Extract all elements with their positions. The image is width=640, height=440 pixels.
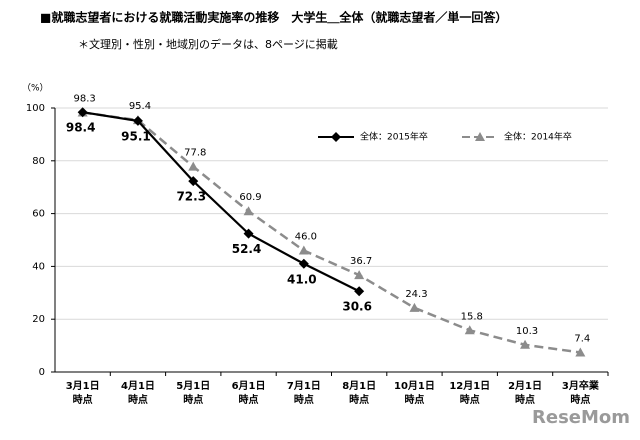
data-point [520,339,531,349]
legend-marker [331,132,341,142]
data-point [354,270,365,280]
data-label: 24.3 [405,289,427,300]
x-tick-label: 7月1日時点 [287,380,321,406]
x-tick-label: 6月1日時点 [232,380,266,406]
data-point [464,325,475,335]
data-point [409,302,420,312]
data-label: 30.6 [342,300,372,314]
data-label: 52.4 [232,242,262,256]
series-line [82,111,360,293]
data-point [243,228,254,239]
data-point [188,161,199,171]
x-tick-label: 3月1日時点 [66,380,100,406]
data-point [298,258,309,269]
y-tick-label: 100 [26,103,45,114]
data-label: 98.3 [74,93,96,104]
data-label: 60.9 [239,192,261,203]
chart-title: ■就職志望者における就職活動実施率の推移 大学生＿全体（就職志望者／単一回答） [40,10,507,25]
x-tick-label: 2月1日時点 [508,380,542,406]
data-point [188,176,199,187]
series-line [82,111,581,354]
y-tick-label: 80 [32,156,45,167]
watermark: ReseMom [532,407,630,428]
y-tick-label: 40 [32,261,45,272]
data-point [77,107,88,118]
data-point [132,115,143,126]
legend-label: 全体：2014年卒 [504,131,572,143]
data-point [298,245,309,255]
x-tick-label: 4月1日時点 [121,380,155,406]
data-point [575,347,586,357]
x-tick-label: 3月卒業時点 [562,379,600,406]
data-label: 72.3 [176,190,206,204]
x-tick-label: 10月1日時点 [394,380,435,406]
y-unit: （%） [22,83,49,94]
data-label: 95.4 [129,101,151,112]
legend-label: 全体：2015年卒 [360,131,428,143]
data-label: 10.3 [516,326,538,337]
data-label: 36.7 [350,256,372,267]
data-label: 98.4 [66,121,96,135]
data-label: 46.0 [295,232,317,243]
data-point [354,286,365,297]
data-label: 77.8 [184,148,206,159]
y-tick-label: 60 [32,209,45,220]
y-tick-label: 20 [32,314,45,325]
legend-marker [475,132,485,141]
data-point [243,206,254,216]
chart-subtitle: ＊文理別・性別・地域別のデータは、8ページに掲載 [78,37,338,51]
y-tick-label: 0 [39,367,45,378]
data-label: 95.1 [121,129,151,143]
x-tick-label: 8月1日時点 [342,380,376,406]
data-label: 41.0 [287,272,317,286]
x-tick-label: 12月1日時点 [449,380,490,406]
data-label: 15.8 [461,311,483,322]
x-tick-label: 5月1日時点 [176,380,210,406]
data-label: 7.4 [574,333,590,344]
